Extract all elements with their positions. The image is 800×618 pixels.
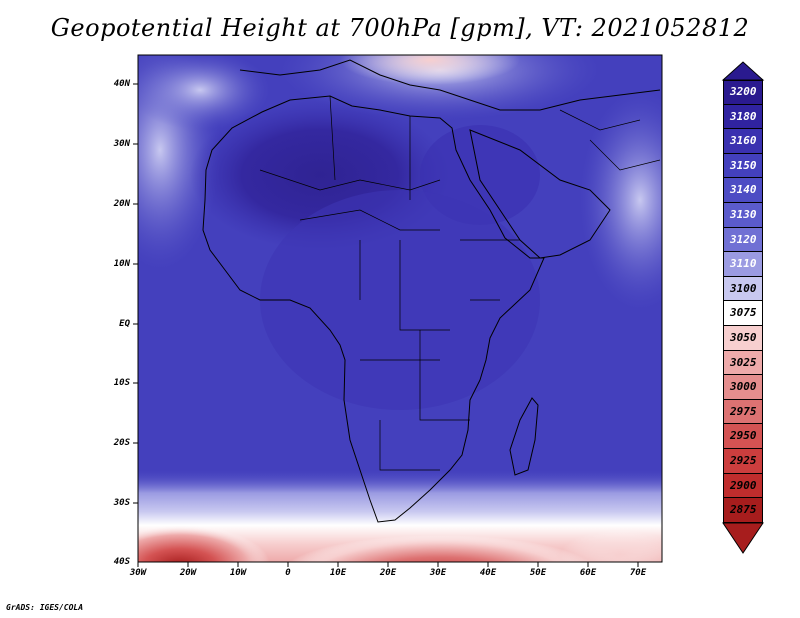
- lon-label: 20E: [379, 568, 397, 578]
- colorbar-swatch: [723, 375, 763, 400]
- colorbar-label: 3100: [730, 281, 757, 295]
- colorbar-label: 3050: [730, 331, 757, 344]
- colorbar-swatch: [723, 498, 763, 523]
- colorbar-swatch: [723, 276, 763, 302]
- map-title: Geopotential Height at 700hPa [gpm], VT:…: [50, 14, 750, 42]
- colorbar-swatch: [723, 350, 763, 376]
- colorbar-swatch: [723, 203, 763, 228]
- lon-label: 50E: [529, 568, 547, 578]
- lon-label: 30W: [129, 568, 147, 578]
- lat-label: 30N: [113, 139, 130, 149]
- lon-label: 30E: [429, 568, 447, 578]
- colorbar-swatch: [723, 129, 763, 154]
- colorbar-swatch: [723, 301, 763, 326]
- lon-label: 60E: [579, 568, 597, 578]
- madagascar-outline: [509, 397, 539, 476]
- colorbar-label: 3200: [730, 85, 757, 98]
- colorbar-swatch: [723, 424, 763, 449]
- field-layer: [138, 55, 662, 562]
- coastline-layer: [202, 59, 661, 523]
- colorbar-label: 3160: [730, 134, 757, 148]
- axis-ticks: [133, 83, 639, 567]
- lon-label: 70E: [629, 568, 647, 578]
- colorbar-label: 2875: [730, 503, 757, 517]
- lon-label: 40E: [479, 568, 497, 578]
- colorbar-swatch: [723, 252, 763, 277]
- lon-label: 0: [285, 568, 291, 578]
- colorbar-swatch: [723, 227, 763, 253]
- colorbar-swatch: [723, 104, 763, 130]
- colorbar-swatch: [723, 178, 763, 203]
- europe-coastline: [239, 59, 661, 111]
- colorbar-top-triangle: [721, 61, 765, 81]
- colorbar-label: 3120: [730, 232, 757, 246]
- africa-coastline: [202, 95, 545, 523]
- lat-label: 30S: [113, 498, 130, 508]
- colorbar-label: 2950: [730, 429, 757, 443]
- east-asia-borders: [559, 109, 661, 171]
- map-frame: [137, 54, 663, 563]
- colorbar-swatch: [723, 473, 763, 499]
- lat-label: EQ: [119, 319, 130, 329]
- colorbar-label: 3075: [730, 306, 757, 320]
- colorbar-label: 3140: [730, 183, 757, 197]
- colorbar-label: 2925: [730, 454, 757, 467]
- colorbar-label: 3180: [730, 109, 757, 123]
- country-borders: [259, 95, 520, 471]
- colorbar-label: 2975: [730, 404, 757, 418]
- lat-label: 10N: [113, 259, 130, 269]
- lat-label: 40S: [113, 557, 130, 567]
- lon-label: 10W: [229, 568, 247, 578]
- lat-label: 20S: [113, 438, 130, 448]
- grads-credit: GrADS: IGES/COLA: [6, 603, 84, 612]
- colorbar-bottom-triangle: [722, 522, 764, 554]
- lon-label: 20W: [179, 568, 197, 578]
- colorbar-swatch: [723, 449, 763, 474]
- colorbar-swatch: [723, 326, 763, 351]
- colorbar-label: 3000: [730, 380, 757, 394]
- colorbar-swatch: [723, 399, 763, 425]
- colorbar-label: 2900: [730, 478, 757, 492]
- lon-label: 10E: [329, 568, 347, 578]
- colorbar-label: 3025: [730, 355, 757, 369]
- lat-label: 40N: [113, 79, 130, 89]
- lat-label: 20N: [113, 199, 130, 209]
- colorbar-swatch: [723, 153, 763, 179]
- lat-label: 10S: [113, 378, 130, 388]
- colorbar-label: 3130: [730, 208, 757, 221]
- colorbar-label: 3150: [730, 158, 757, 172]
- arabia-coastline: [469, 129, 611, 259]
- colorbar-label: 3110: [730, 257, 757, 271]
- colorbar-swatch: [723, 80, 763, 105]
